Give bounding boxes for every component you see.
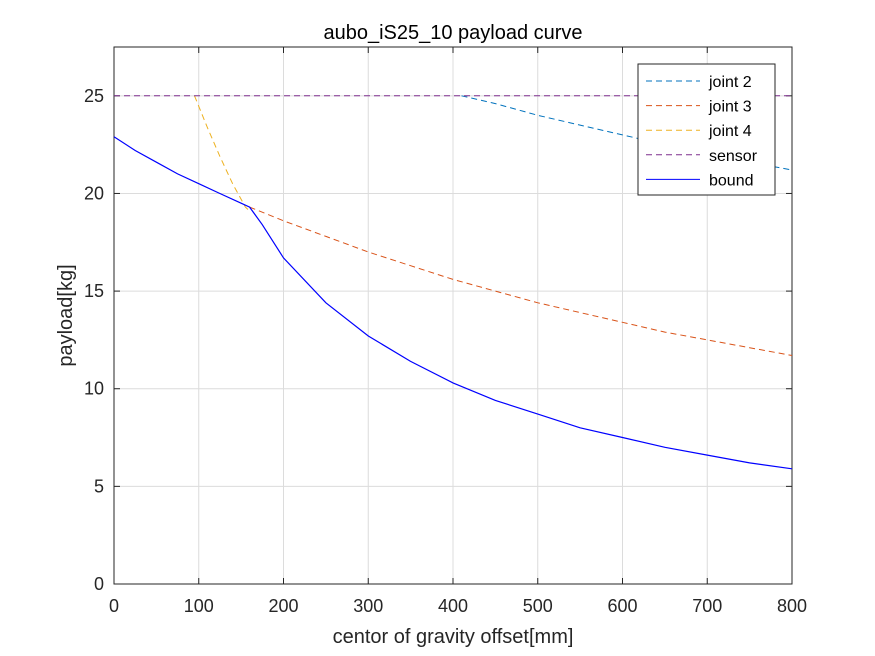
series-line-bound (113, 136, 793, 470)
y-axis-label: payload[kg] (55, 264, 77, 366)
x-tick-label: 100 (184, 596, 214, 616)
legend: joint 2 joint 3 joint 4 sensor bound (637, 63, 776, 196)
y-axis-ticks: 0 5 10 15 20 25 (84, 86, 792, 594)
x-tick-label: 500 (523, 596, 553, 616)
y-tick-label: 10 (84, 379, 104, 399)
legend-label: sensor (709, 148, 758, 165)
x-tick-label: 400 (438, 596, 468, 616)
legend-label: bound (709, 172, 754, 189)
series-line-joint-3 (249, 206, 793, 356)
x-tick-label: 300 (353, 596, 383, 616)
x-tick-label: 700 (692, 596, 722, 616)
y-tick-label: 20 (84, 183, 104, 203)
legend-label: joint 3 (708, 99, 752, 116)
x-axis-ticks: 0 100 200 300 400 500 600 700 800 (109, 47, 807, 616)
y-tick-label: 25 (84, 86, 104, 106)
x-tick-label: 0 (109, 596, 119, 616)
chart-title: aubo_iS25_10 payload curve (323, 22, 582, 44)
x-axis-label: centor of gravity offset[mm] (333, 626, 574, 648)
x-tick-label: 800 (777, 596, 807, 616)
y-tick-label: 5 (94, 476, 104, 496)
y-tick-label: 15 (84, 281, 104, 301)
x-tick-label: 200 (268, 596, 298, 616)
series-line-joint-4 (194, 95, 250, 212)
legend-box (637, 63, 776, 196)
legend-label: joint 2 (708, 74, 752, 91)
legend-label: joint 4 (708, 123, 752, 140)
y-tick-label: 0 (94, 574, 104, 594)
x-tick-label: 600 (607, 596, 637, 616)
